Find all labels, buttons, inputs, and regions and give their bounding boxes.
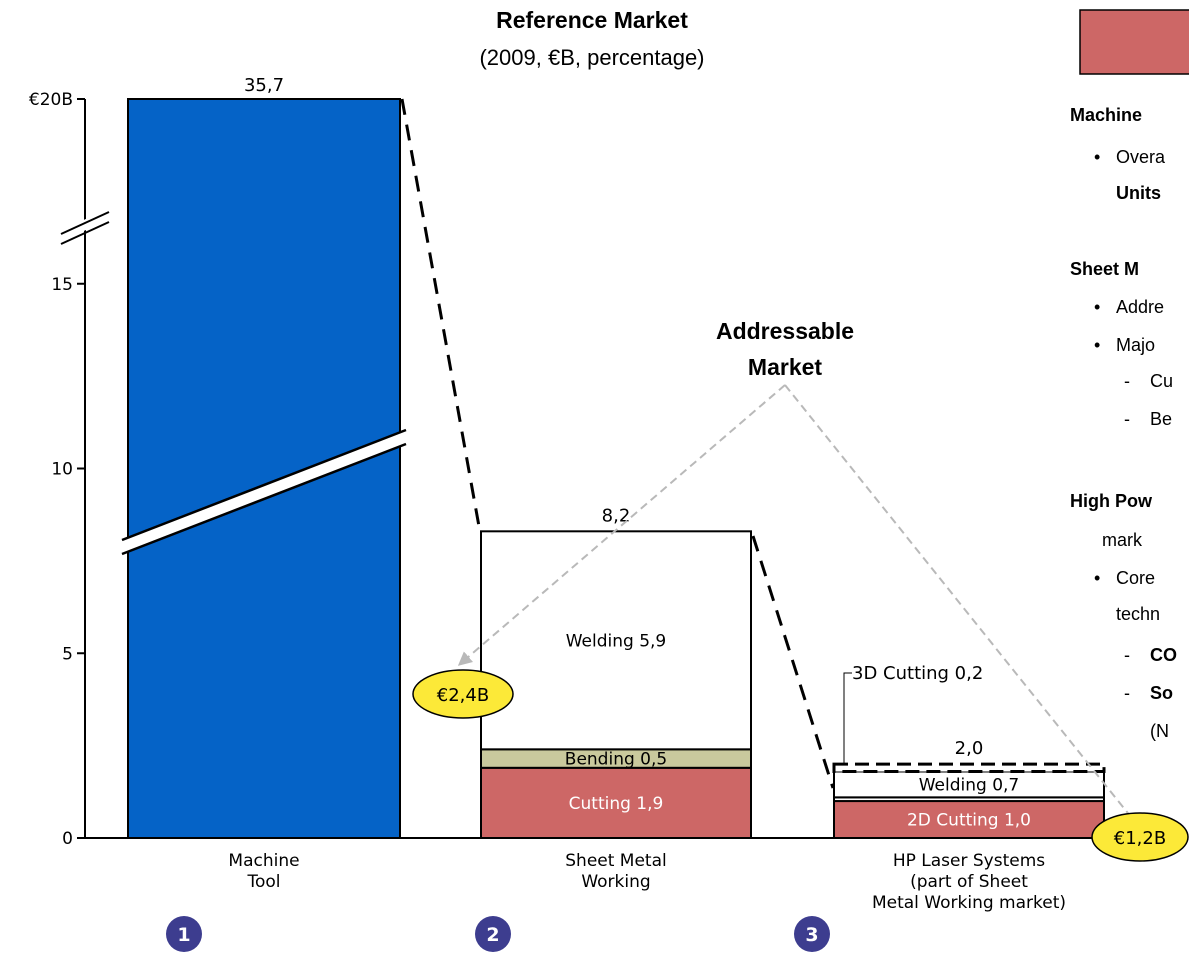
badge-bubble (1091, 812, 1189, 862)
badge-bubble (412, 669, 514, 719)
bar-total-label: 8,2 (602, 505, 631, 526)
segment-label: Welding 0,7 (919, 775, 1020, 795)
annotations: Addressable Market €2,4B €1,2B 1 2 3 (166, 98, 1189, 952)
bar-segment (833, 800, 1105, 839)
dash-mark: - (1124, 645, 1130, 665)
step-number-circle (475, 916, 511, 952)
segment-label: Bending 0,5 (565, 750, 667, 770)
category-label: (part of Sheet (910, 872, 1028, 892)
connector-line (400, 98, 482, 533)
dash-mark: - (1124, 409, 1130, 429)
category-label: Tool (246, 872, 280, 892)
bar-segment (480, 530, 752, 751)
axis-break-line (60, 211, 110, 235)
side-text: Addre (1116, 297, 1164, 317)
category-label: Working (581, 872, 650, 892)
bar-group: 2D Cutting 1,0 Welding 0,7 3D Cutting 0,2 2… (832, 663, 1106, 913)
bar-segment (480, 766, 752, 839)
segment-label: Welding 5,9 (566, 631, 667, 651)
side-text: CO (1150, 645, 1177, 665)
step-number-label: 1 (177, 924, 190, 946)
side-text: Majo (1116, 335, 1155, 355)
side-text: Units (1116, 183, 1161, 203)
side-heading: Machine (1070, 105, 1142, 125)
bar-segment (127, 98, 401, 839)
step-number-circle (166, 916, 202, 952)
bar-break-line (121, 442, 407, 556)
chart-subtitle: (2009, €B, percentage) (479, 45, 704, 70)
bar-break-line (121, 428, 407, 542)
bullet-dot: • (1094, 335, 1100, 355)
addressable-arrow (784, 384, 1145, 835)
legend-swatch (1079, 9, 1189, 75)
bar-segment (833, 770, 1105, 799)
step-number-label: 2 (486, 924, 499, 946)
dash-mark: - (1124, 371, 1130, 391)
chart-title: Reference Market (496, 7, 688, 33)
bar-segment (832, 762, 1106, 773)
bar-group: Cutting 1,9 Bending 0,5 Welding 5,9 8,2 Shee… (480, 505, 752, 892)
bullet-dot: • (1094, 568, 1100, 588)
step-number-circle (794, 916, 830, 952)
bullet-dot: • (1094, 297, 1100, 317)
side-heading: High Pow (1070, 491, 1153, 511)
connector-line (751, 535, 835, 789)
category-label: HP Laser Systems (893, 851, 1045, 871)
badge-label: €1,2B (1114, 828, 1166, 849)
segment-callout-line (843, 672, 852, 765)
category-label: Sheet Metal (565, 851, 667, 871)
y-tick-label: €20B (29, 90, 73, 110)
badge-label: €2,4B (437, 685, 489, 706)
bar-total-label: 35,7 (244, 75, 284, 96)
addressable-arrow (457, 384, 786, 666)
bullet-dot: • (1094, 147, 1100, 167)
category-label: Machine (228, 851, 299, 871)
bar-break-band (122, 430, 406, 554)
segment-label: 3D Cutting 0,2 (852, 663, 983, 684)
side-text: Overa (1116, 147, 1166, 167)
side-text: mark (1102, 530, 1143, 550)
side-text: Be (1150, 409, 1172, 429)
category-label: Metal Working market) (872, 893, 1066, 913)
side-text: techn (1116, 604, 1160, 624)
side-text: (N (1150, 721, 1169, 741)
side-heading: Sheet M (1070, 259, 1139, 279)
y-tick-label: 15 (51, 275, 73, 295)
step-number-label: 3 (805, 924, 818, 946)
side-text: Cu (1150, 371, 1173, 391)
side-text: So (1150, 683, 1173, 703)
segment-label: Cutting 1,9 (569, 794, 664, 814)
addressable-market-label: Market (748, 354, 822, 380)
y-tick-label: 10 (51, 460, 73, 480)
segment-label: 2D Cutting 1,0 (907, 811, 1031, 831)
dash-mark: - (1124, 683, 1130, 703)
bar-total-label: 2,0 (955, 738, 984, 759)
axis-break-line (60, 221, 110, 245)
side-text: Core (1116, 568, 1155, 588)
addressable-market-label: Addressable (716, 318, 854, 344)
y-tick-label: 5 (62, 644, 73, 664)
y-tick-label: 0 (62, 829, 73, 849)
